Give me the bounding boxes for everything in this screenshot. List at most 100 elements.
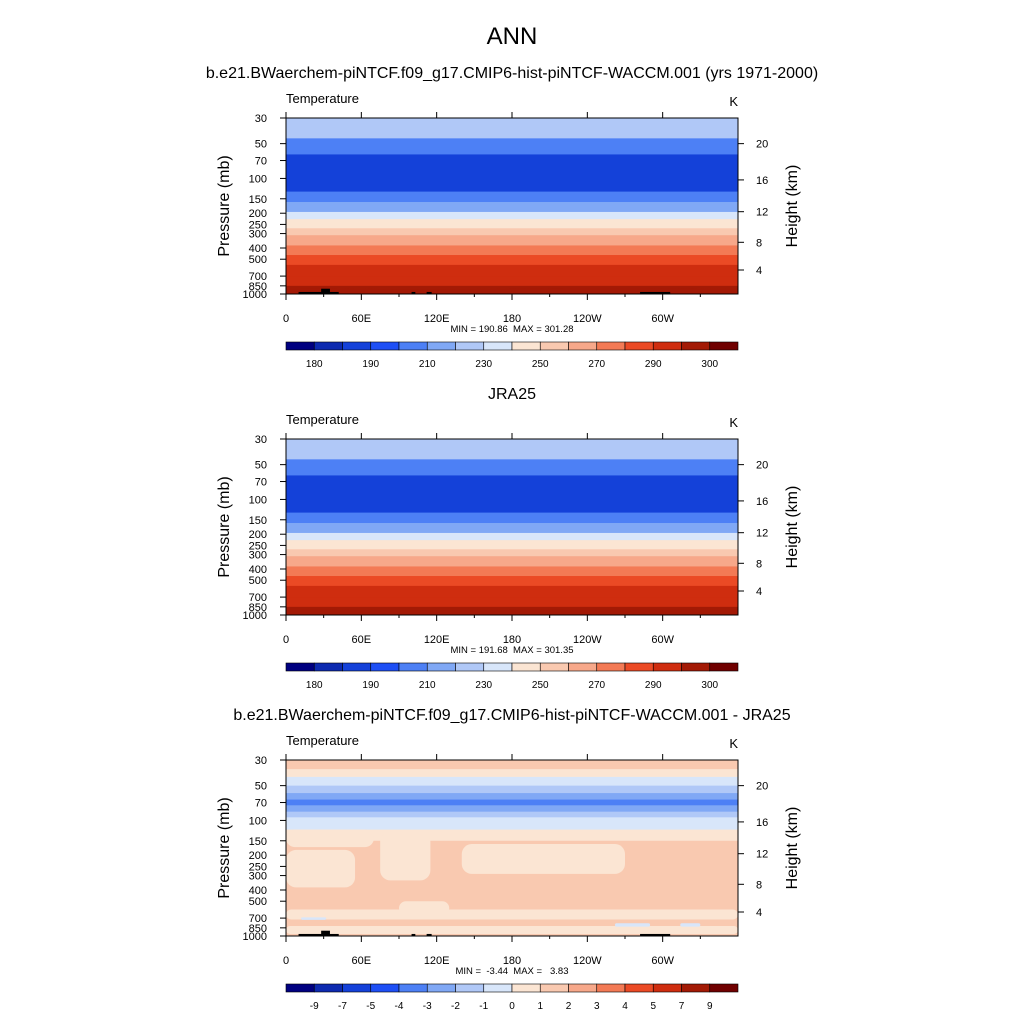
terrain-mask [426, 933, 432, 936]
colorbar-label: 0 [509, 1001, 515, 1012]
contour-band [286, 540, 738, 550]
colorbar-label: 4 [622, 1001, 628, 1012]
pressure-tick-label: 150 [249, 194, 267, 206]
colorbar-swatch [285, 341, 315, 351]
colorbar-swatch [511, 662, 541, 672]
colorbar-swatch [398, 983, 428, 993]
height-tick-label: 20 [756, 139, 768, 151]
pressure-tick-label: 100 [249, 494, 267, 506]
units-label: K [729, 415, 738, 430]
colorbar-swatch [596, 662, 626, 672]
colorbar-swatch [285, 983, 315, 993]
colorbar-swatch [624, 662, 654, 672]
height-tick-label: 20 [756, 781, 768, 793]
contour-band [286, 817, 738, 831]
longitude-tick-label: 0 [283, 634, 289, 646]
longitude-tick-label: 120E [424, 634, 450, 646]
contour-band [286, 799, 738, 806]
height-tick-label: 8 [756, 237, 762, 249]
colorbar-label: -3 [423, 1001, 432, 1012]
height-tick-label: 12 [756, 207, 768, 219]
height-tick-label: 4 [756, 907, 762, 919]
longitude-tick-label: 120W [573, 634, 602, 646]
longitude-tick-label: 60W [651, 313, 674, 325]
longitude-tick-label: 0 [283, 955, 289, 967]
colorbar-swatch [483, 662, 513, 672]
pressure-tick-label: 150 [249, 836, 267, 848]
pressure-tick-label: 250 [249, 219, 267, 231]
colorbar-label: 290 [645, 359, 662, 370]
colorbar-label: 190 [362, 680, 379, 691]
colorbar-swatch [709, 341, 739, 351]
longitude-tick-label: 120E [424, 955, 450, 967]
contour-band [286, 202, 738, 213]
contour-band [286, 459, 738, 476]
contour-band [286, 793, 738, 801]
plot-area [286, 760, 738, 937]
contour-band [286, 606, 738, 612]
contour-patch [680, 923, 701, 927]
pressure-tick-label: 30 [255, 434, 267, 446]
height-tick-label: 16 [756, 496, 768, 508]
colorbar-swatch [455, 341, 485, 351]
pressure-axis-label: Pressure (mb) [216, 476, 233, 577]
plot-area [286, 118, 738, 295]
contour-band [286, 576, 738, 587]
pressure-tick-label: 1000 [243, 289, 267, 301]
contour-band [286, 556, 738, 567]
contour-band [286, 760, 738, 770]
colorbar-label: 270 [588, 680, 605, 691]
pressure-tick-label: 700 [249, 271, 267, 283]
pressure-tick-label: 30 [255, 755, 267, 767]
colorbar-swatch [426, 662, 456, 672]
contour-band [286, 776, 738, 787]
pressure-tick-label: 50 [255, 139, 267, 151]
colorbar-swatch [624, 341, 654, 351]
longitude-tick-label: 120E [424, 313, 450, 325]
colorbar-label: -9 [310, 1001, 319, 1012]
variable-label: Temperature [286, 733, 359, 748]
pressure-tick-label: 300 [249, 550, 267, 562]
contour-band [286, 811, 738, 818]
colorbar-label: 190 [362, 359, 379, 370]
longitude-tick-label: 180 [503, 634, 521, 646]
colorbar-swatch [342, 341, 372, 351]
longitude-tick-label: 60W [651, 634, 674, 646]
colorbar-swatch [539, 983, 569, 993]
contour-band [286, 255, 738, 266]
contour-patch [286, 909, 738, 920]
terrain-mask [298, 933, 339, 936]
pressure-tick-label: 400 [249, 564, 267, 576]
colorbar-label: -1 [479, 1001, 488, 1012]
panel-model: b.e21.BWaerchem-piNTCF.f09_g17.CMIP6-his… [206, 65, 818, 370]
colorbar-label: -7 [338, 1001, 347, 1012]
panel-title: JRA25 [488, 386, 536, 403]
colorbar-label: 270 [588, 359, 605, 370]
colorbar-swatch [398, 341, 428, 351]
contour-band [286, 219, 738, 229]
contour-band [286, 154, 738, 193]
colorbar-swatch [398, 662, 428, 672]
panel-title: b.e21.BWaerchem-piNTCF.f09_g17.CMIP6-his… [233, 707, 790, 724]
height-tick-label: 8 [756, 558, 762, 570]
units-label: K [729, 736, 738, 751]
colorbar-swatch [652, 983, 682, 993]
pressure-tick-label: 200 [249, 850, 267, 862]
contour-patch [301, 917, 327, 920]
surface-band [286, 608, 738, 615]
contour-band [286, 475, 738, 514]
pressure-tick-label: 500 [249, 575, 267, 587]
terrain-mask [321, 288, 330, 294]
contour-patch [286, 849, 356, 888]
pressure-tick-label: 100 [249, 815, 267, 827]
colorbar-swatch [511, 341, 541, 351]
pressure-tick-label: 50 [255, 460, 267, 472]
min-max-stats: MIN = 190.86 MAX = 301.28 [450, 324, 573, 335]
height-tick-label: 16 [756, 817, 768, 829]
contour-band [286, 138, 738, 155]
pressure-tick-label: 70 [255, 477, 267, 489]
height-tick-label: 12 [756, 528, 768, 540]
longitude-tick-label: 0 [283, 313, 289, 325]
contour-patch [614, 923, 651, 927]
